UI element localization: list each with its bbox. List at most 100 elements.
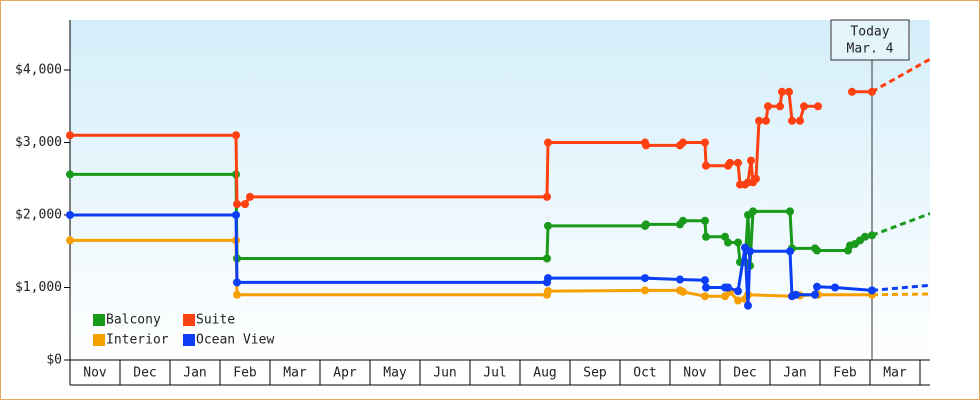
- data-point: [800, 102, 808, 111]
- data-point: [679, 216, 687, 225]
- data-point: [796, 116, 804, 125]
- data-point: [543, 192, 551, 201]
- data-point: [544, 221, 552, 230]
- data-point: [233, 278, 241, 287]
- x-tick-label: May: [383, 366, 407, 381]
- data-point: [792, 290, 800, 299]
- data-point: [701, 216, 709, 225]
- data-point: [762, 116, 770, 125]
- legend-swatch: [93, 314, 105, 326]
- data-point: [785, 87, 793, 96]
- x-tick-label: Mar: [283, 366, 307, 381]
- data-point: [868, 286, 876, 295]
- x-tick-label: Mar: [883, 366, 907, 381]
- x-tick-label: Jun: [433, 366, 456, 381]
- x-tick-label: Nov: [683, 366, 707, 381]
- data-point: [868, 231, 876, 240]
- data-point: [831, 283, 839, 292]
- y-tick-label: $2,000: [15, 208, 62, 223]
- x-tick-label: Feb: [233, 366, 257, 381]
- legend-swatch: [183, 334, 195, 346]
- data-point: [641, 274, 649, 283]
- data-point: [747, 156, 755, 165]
- data-point: [788, 116, 796, 125]
- data-point: [811, 290, 819, 299]
- data-point: [734, 287, 742, 296]
- legend-label: Interior: [106, 333, 169, 348]
- forecast-line: [871, 212, 931, 237]
- today-label: Mar. 4: [847, 42, 894, 57]
- data-point: [66, 170, 74, 179]
- data-point: [813, 246, 821, 255]
- data-point: [749, 207, 757, 216]
- data-point: [726, 158, 734, 167]
- data-point: [246, 192, 254, 201]
- plot-area: [70, 20, 930, 360]
- forecast-line: [871, 57, 931, 94]
- data-point: [233, 200, 241, 209]
- x-tick-label: Dec: [733, 366, 756, 381]
- legend-swatch: [183, 314, 195, 326]
- data-point: [734, 296, 742, 305]
- x-tick-label: Jul: [483, 366, 506, 381]
- data-point: [814, 102, 822, 111]
- data-point: [724, 283, 732, 292]
- data-point: [66, 236, 74, 245]
- data-point: [755, 116, 763, 125]
- data-point: [702, 161, 710, 170]
- data-point: [746, 247, 754, 256]
- data-point: [848, 87, 856, 96]
- data-point: [744, 301, 752, 310]
- data-point: [701, 138, 709, 147]
- data-point: [676, 275, 684, 284]
- legend-label: Ocean View: [196, 333, 274, 348]
- data-point: [868, 87, 876, 96]
- data-point: [66, 211, 74, 220]
- x-tick-label: Jan: [183, 366, 206, 381]
- data-point: [786, 207, 794, 216]
- legend-label: Balcony: [106, 313, 161, 328]
- data-point: [233, 290, 241, 299]
- data-point: [544, 287, 552, 296]
- x-tick-label: Feb: [833, 366, 857, 381]
- data-point: [752, 174, 760, 183]
- x-tick-label: Dec: [133, 366, 156, 381]
- x-tick-label: Apr: [333, 366, 357, 381]
- data-point: [642, 220, 650, 229]
- legend-label: Suite: [196, 313, 235, 328]
- legend-swatch: [93, 334, 105, 346]
- data-point: [724, 238, 732, 247]
- data-point: [813, 282, 821, 291]
- data-point: [544, 274, 552, 283]
- x-tick-label: Nov: [83, 366, 107, 381]
- today-box: [830, 19, 910, 61]
- data-point: [679, 287, 687, 296]
- x-tick-label: Oct: [633, 366, 656, 381]
- data-point: [232, 131, 240, 140]
- data-point: [701, 276, 709, 285]
- y-tick-label: $3,000: [15, 135, 62, 150]
- data-point: [543, 254, 551, 263]
- data-point: [764, 102, 772, 111]
- x-tick-label: Aug: [533, 366, 556, 381]
- data-point: [734, 238, 742, 247]
- data-point: [642, 141, 650, 150]
- data-point: [702, 283, 710, 292]
- data-point: [778, 87, 786, 96]
- data-point: [232, 211, 240, 220]
- y-tick-label: $4,000: [15, 63, 62, 78]
- x-tick-label: Jan: [783, 366, 806, 381]
- data-point: [544, 138, 552, 147]
- y-tick-label: $0: [46, 353, 62, 368]
- data-point: [641, 286, 649, 295]
- data-point: [701, 292, 709, 301]
- x-tick-label: Sep: [583, 366, 607, 381]
- data-point: [786, 247, 794, 256]
- y-tick-label: $1,000: [15, 280, 62, 295]
- data-point: [861, 232, 869, 241]
- data-point: [702, 232, 710, 241]
- data-point: [734, 158, 742, 167]
- data-point: [241, 200, 249, 209]
- data-point: [66, 131, 74, 140]
